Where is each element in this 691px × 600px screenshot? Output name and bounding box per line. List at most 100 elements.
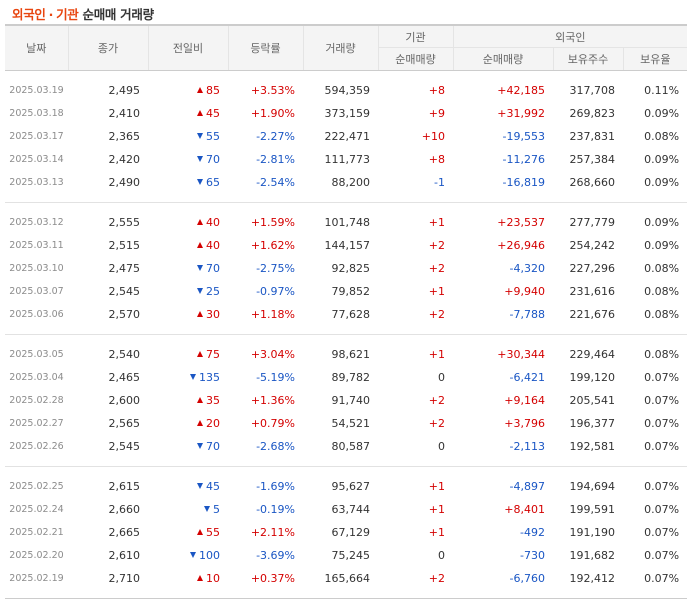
header-volume: 거래량 [302, 25, 378, 71]
cell-inst-net: +1 [378, 521, 453, 544]
cell-date-text: 2025.03.04 [9, 372, 64, 383]
cell-inst-net-text: +1 [428, 503, 445, 516]
table-row: 2025.03.05 2,540 75 +3.04% 98,621 +1 +30,344 22… [5, 343, 687, 366]
cell-close: 2,545 [68, 280, 148, 303]
table-row: 2025.02.26 2,545 70 -2.68% 80,587 0 -2,113 192,… [5, 435, 687, 458]
cell-rate: -2.54% [228, 171, 303, 194]
header-change: 전일비 [147, 25, 228, 71]
cell-date-text: 2025.03.18 [9, 108, 64, 119]
cell-rate-text: +3.53% [250, 84, 295, 97]
cell-rate-text: +0.37% [250, 572, 295, 585]
triangle-down-icon [197, 483, 203, 489]
cell-close: 2,660 [68, 498, 148, 521]
cell-holdings-text: 191,190 [569, 526, 616, 539]
cell-volume: 75,245 [303, 544, 378, 567]
cell-date-text: 2025.02.24 [9, 504, 64, 515]
cell-close-text: 2,545 [108, 285, 141, 298]
cell-holdings: 199,591 [553, 498, 623, 521]
cell-rate-text: -2.27% [256, 130, 295, 143]
cell-volume: 88,200 [303, 171, 378, 194]
page-title: 외국인 · 기관 순매매 거래량 [12, 4, 154, 22]
cell-change: 100 [148, 544, 228, 567]
cell-volume-text: 91,740 [331, 394, 371, 407]
cell-date: 2025.03.19 [5, 79, 68, 102]
cell-rate: +2.11% [228, 521, 303, 544]
cell-date: 2025.02.25 [5, 475, 68, 498]
cell-hold-ratio-text: 0.11% [644, 84, 680, 97]
title-dot: · [48, 7, 54, 22]
cell-hold-ratio: 0.07% [623, 544, 687, 567]
cell-foreign-net: -16,819 [453, 171, 553, 194]
cell-change-text: 5 [213, 503, 220, 516]
cell-holdings-text: 268,660 [569, 176, 616, 189]
cell-rate-text: +1.59% [250, 216, 295, 229]
header-date: 날짜 [5, 25, 68, 71]
cell-foreign-net-text: -16,819 [502, 176, 545, 189]
cell-rate: +3.04% [228, 343, 303, 366]
cell-close-text: 2,410 [108, 107, 141, 120]
cell-foreign-net-text: +31,992 [497, 107, 545, 120]
cell-rate: -5.19% [228, 366, 303, 389]
cell-inst-net: +2 [378, 567, 453, 590]
cell-inst-net-text: +2 [428, 572, 445, 585]
cell-date-text: 2025.03.11 [9, 240, 64, 251]
cell-inst-net: 0 [378, 544, 453, 567]
cell-change: 40 [148, 211, 228, 234]
cell-holdings-text: 229,464 [569, 348, 616, 361]
cell-holdings: 317,708 [553, 79, 623, 102]
cell-holdings: 191,682 [553, 544, 623, 567]
cell-date-text: 2025.03.14 [9, 154, 64, 165]
spacer-cell [5, 590, 687, 598]
table-row: 2025.02.28 2,600 35 +1.36% 91,740 +2 +9,164 205… [5, 389, 687, 412]
cell-inst-net: +2 [378, 234, 453, 257]
cell-holdings-text: 199,591 [569, 503, 616, 516]
cell-inst-net-text: +8 [428, 153, 445, 166]
cell-rate-text: -0.19% [256, 503, 295, 516]
cell-change-text: 55 [206, 130, 220, 143]
table-spacer [5, 203, 687, 212]
cell-change-text: 55 [206, 526, 220, 539]
cell-holdings-text: 269,823 [569, 107, 616, 120]
cell-foreign-net: +31,992 [453, 102, 553, 125]
cell-volume-text: 75,245 [331, 549, 371, 562]
cell-close: 2,615 [68, 475, 148, 498]
cell-hold-ratio: 0.07% [623, 435, 687, 458]
cell-change: 55 [148, 125, 228, 148]
header-inst-group: 기관 [377, 25, 453, 48]
cell-inst-net: 0 [378, 366, 453, 389]
cell-close-text: 2,555 [108, 216, 141, 229]
table-row: 2025.02.25 2,615 45 -1.69% 95,627 +1 -4,897 194… [5, 475, 687, 498]
cell-foreign-net: +8,401 [453, 498, 553, 521]
cell-inst-net: +10 [378, 125, 453, 148]
cell-inst-net-text: 0 [438, 549, 445, 562]
cell-date: 2025.03.12 [5, 211, 68, 234]
triangle-up-icon [197, 529, 203, 535]
cell-rate: -2.75% [228, 257, 303, 280]
cell-date-text: 2025.02.26 [9, 441, 64, 452]
table-row: 2025.03.12 2,555 40 +1.59% 101,748 +1 +23,537 2… [5, 211, 687, 234]
cell-close: 2,495 [68, 79, 148, 102]
cell-inst-net: -1 [378, 171, 453, 194]
cell-change-text: 35 [206, 394, 220, 407]
cell-holdings: 277,779 [553, 211, 623, 234]
table-row: 2025.03.06 2,570 30 +1.18% 77,628 +2 -7,788 221… [5, 303, 687, 326]
cell-volume: 101,748 [303, 211, 378, 234]
table-bottom-border [5, 598, 688, 599]
cell-close-text: 2,365 [108, 130, 141, 143]
cell-change: 55 [148, 521, 228, 544]
cell-inst-net-text: +8 [428, 84, 445, 97]
cell-close-text: 2,465 [108, 371, 141, 384]
cell-change-text: 45 [206, 480, 220, 493]
cell-date: 2025.03.17 [5, 125, 68, 148]
triangle-up-icon [197, 87, 203, 93]
cell-foreign-net-text: +23,537 [497, 216, 545, 229]
cell-change: 30 [148, 303, 228, 326]
cell-hold-ratio: 0.07% [623, 412, 687, 435]
table-row: 2025.03.04 2,465 135 -5.19% 89,782 0 -6,421 199… [5, 366, 687, 389]
table-row: 2025.02.27 2,565 20 +0.79% 54,521 +2 +3,796 196… [5, 412, 687, 435]
group-separator [5, 326, 688, 335]
cell-volume-text: 63,744 [331, 503, 371, 516]
triangle-down-icon [197, 443, 203, 449]
cell-foreign-net: +3,796 [453, 412, 553, 435]
cell-inst-net: +2 [378, 257, 453, 280]
